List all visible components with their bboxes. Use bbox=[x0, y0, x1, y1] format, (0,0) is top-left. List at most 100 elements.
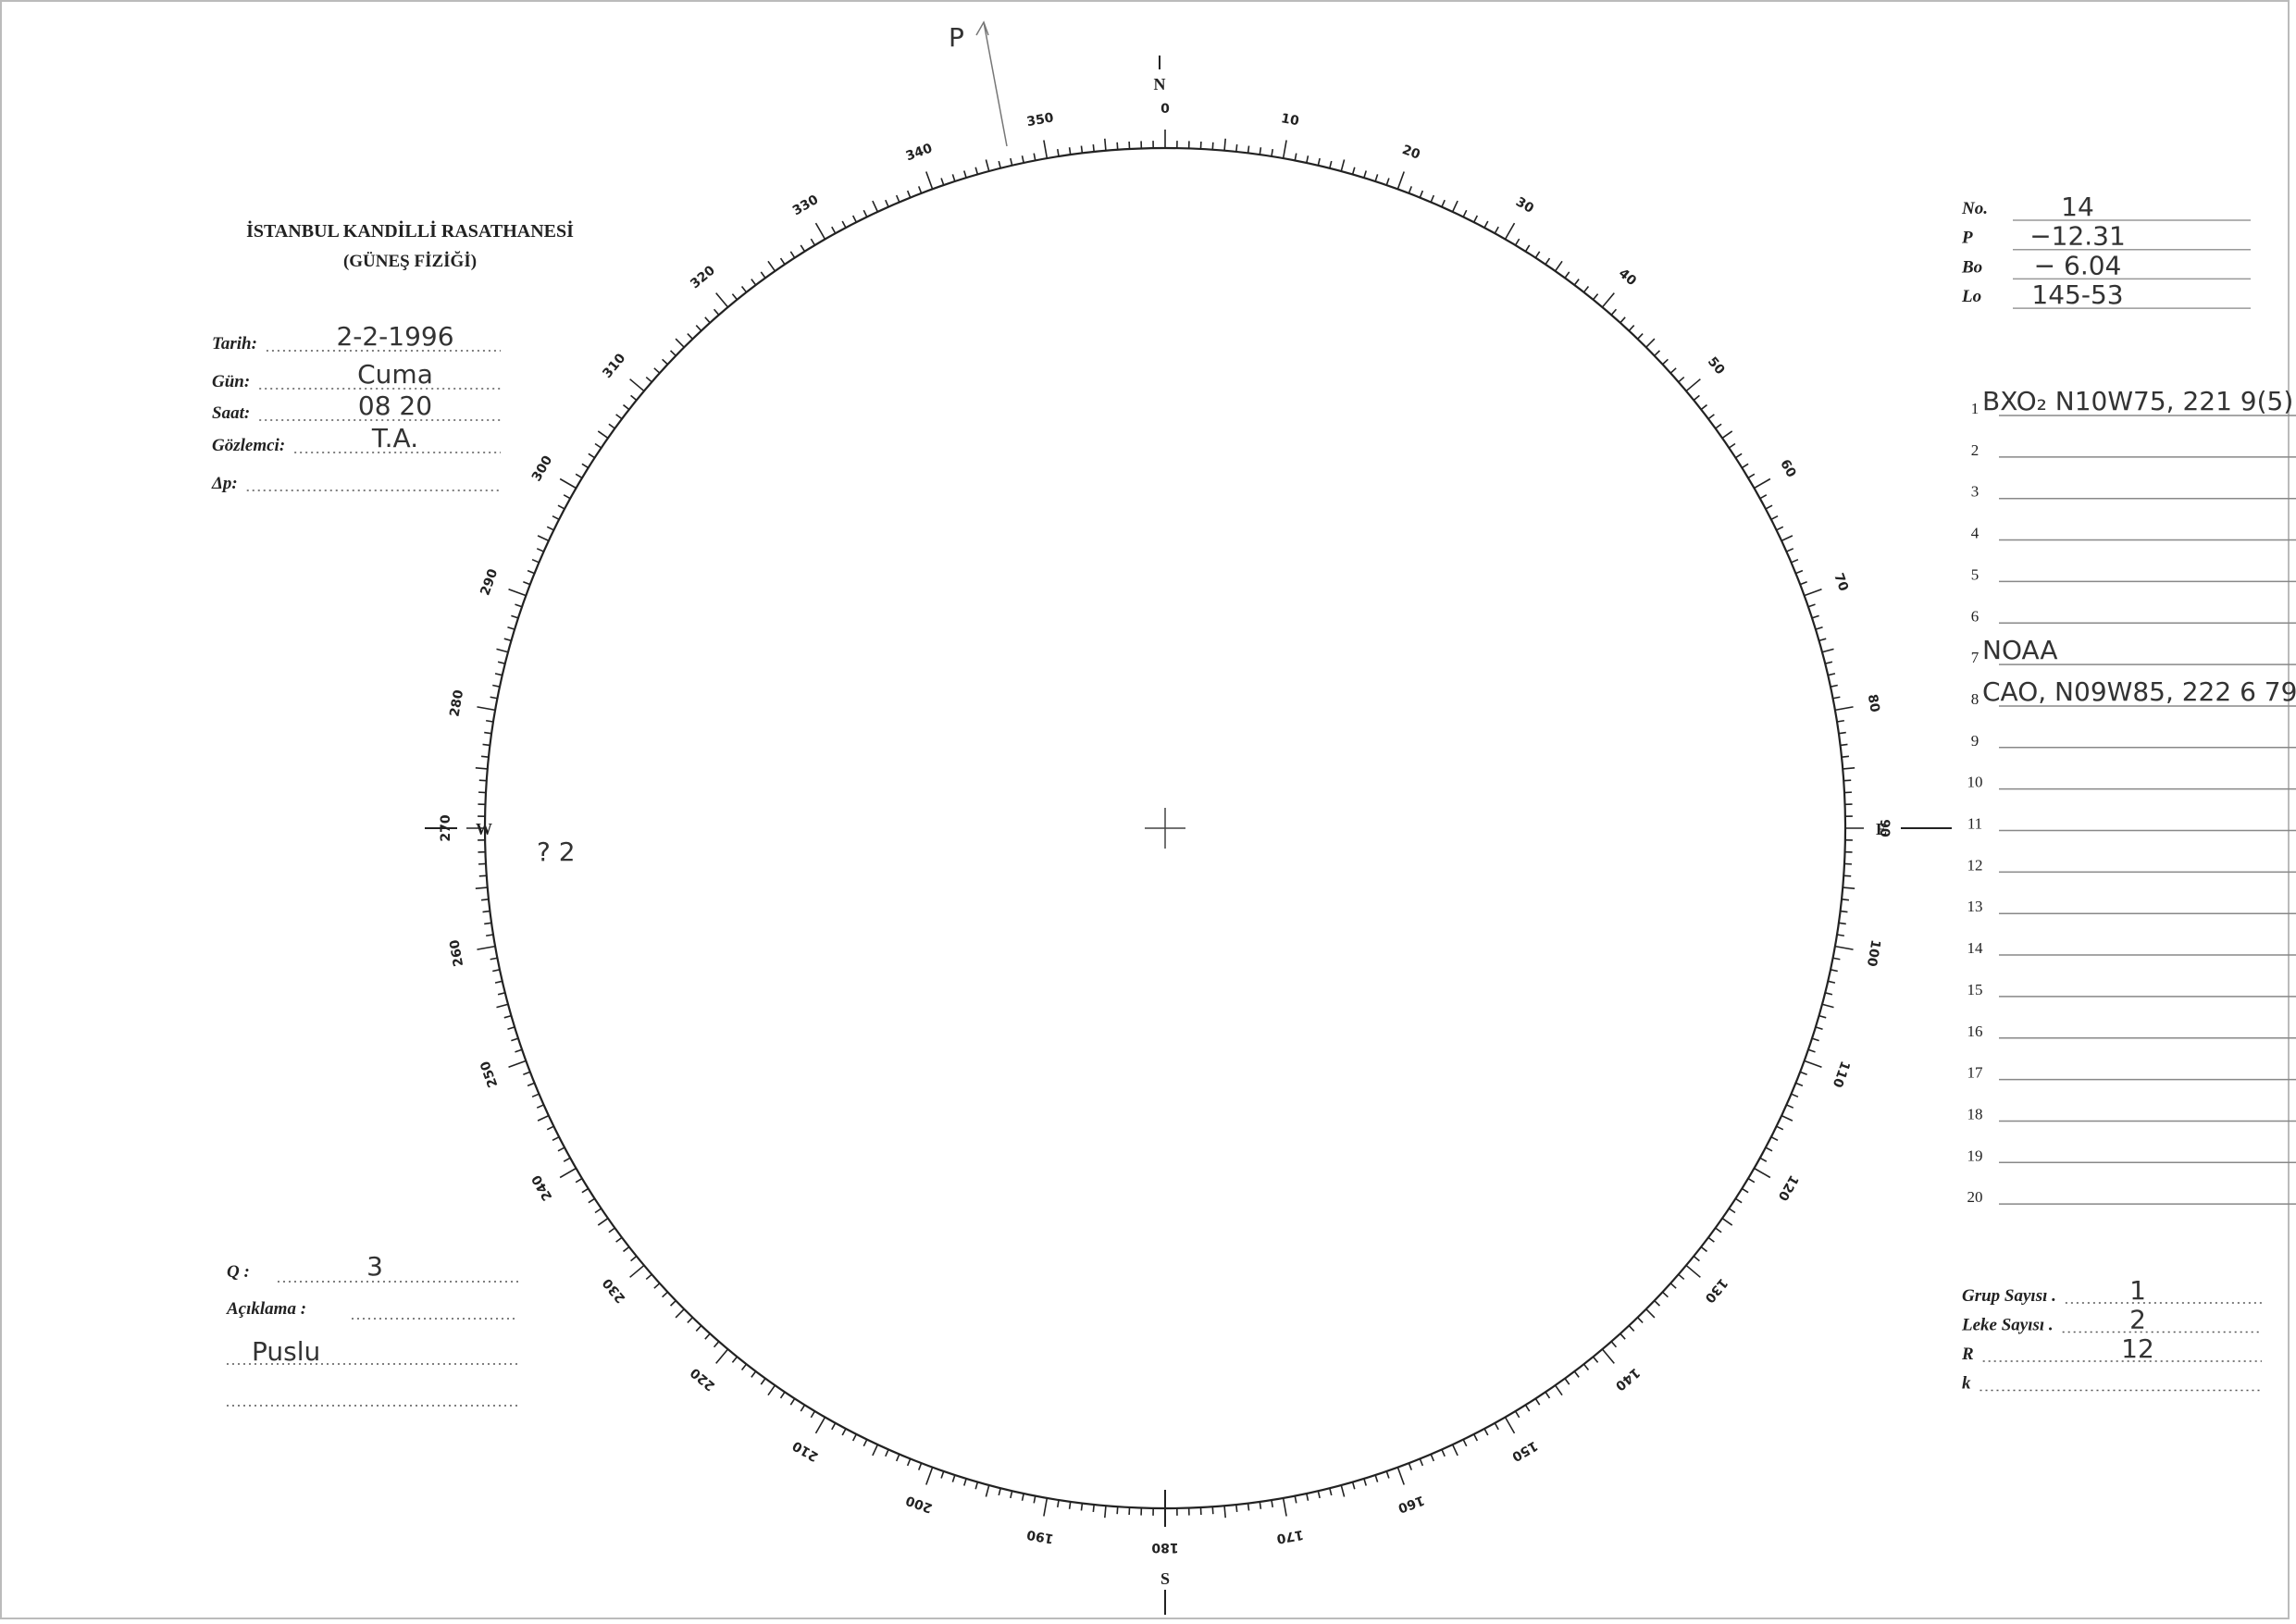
degree-tick bbox=[1545, 1391, 1551, 1399]
parameter-value: 145-53 bbox=[2031, 279, 2123, 310]
degree-tick bbox=[1329, 160, 1333, 169]
degree-tick bbox=[1483, 1428, 1489, 1436]
degree-tick bbox=[1472, 215, 1479, 223]
degree-tick bbox=[872, 200, 879, 213]
degree-tick bbox=[1776, 1125, 1784, 1131]
degree-tick bbox=[814, 222, 826, 240]
degree-label: 220 bbox=[688, 1365, 718, 1394]
group-number: 20 bbox=[1967, 1188, 1983, 1206]
degree-tick bbox=[1080, 1503, 1084, 1511]
degree-tick bbox=[863, 209, 868, 217]
degree-tick bbox=[695, 1324, 702, 1332]
degree-tick bbox=[1472, 1433, 1479, 1442]
degree-tick bbox=[731, 1356, 738, 1363]
degree-tick bbox=[1056, 149, 1060, 157]
degree-tick bbox=[1441, 1449, 1446, 1457]
degree-label: 350 bbox=[1025, 110, 1055, 130]
degree-tick bbox=[536, 548, 544, 552]
degree-tick bbox=[1620, 1333, 1626, 1340]
degree-tick bbox=[1363, 1478, 1367, 1486]
group-number: 14 bbox=[1967, 939, 1984, 957]
degree-tick bbox=[1419, 190, 1424, 198]
degree-tick bbox=[1661, 1291, 1669, 1298]
degree-tick bbox=[851, 1433, 858, 1442]
degree-tick bbox=[478, 874, 487, 877]
group-number: 8 bbox=[1971, 690, 1980, 708]
degree-tick bbox=[557, 1147, 565, 1152]
degree-tick bbox=[1841, 899, 1850, 901]
field-label: Saat: bbox=[212, 403, 250, 423]
degree-label: 280 bbox=[447, 688, 466, 718]
degree-tick bbox=[563, 1157, 571, 1162]
group-number: 12 bbox=[1967, 856, 1983, 874]
group-number: 15 bbox=[1967, 981, 1983, 998]
degree-tick bbox=[588, 1197, 596, 1204]
degree-tick bbox=[581, 1187, 590, 1194]
degree-tick bbox=[480, 899, 490, 901]
degree-tick bbox=[1830, 969, 1838, 973]
degree-tick bbox=[1068, 147, 1072, 155]
degree-tick bbox=[1824, 661, 1833, 664]
degree-tick bbox=[800, 244, 806, 253]
degree-tick bbox=[559, 477, 577, 490]
degree-label: 250 bbox=[478, 1059, 501, 1089]
degree-tick bbox=[1628, 1324, 1635, 1332]
degree-tick bbox=[630, 394, 638, 402]
degree-tick bbox=[1830, 684, 1838, 688]
degree-tick bbox=[713, 1341, 720, 1348]
degree-tick bbox=[1834, 706, 1854, 712]
degree-tick bbox=[1116, 1506, 1119, 1515]
degree-label: 100 bbox=[1864, 938, 1883, 968]
degree-label: 230 bbox=[600, 1275, 628, 1306]
pole-arrow bbox=[983, 21, 1008, 147]
degree-tick bbox=[1116, 142, 1119, 150]
degree-tick bbox=[1636, 1317, 1644, 1324]
degree-tick bbox=[1759, 494, 1768, 500]
degree-tick bbox=[740, 286, 748, 293]
degree-tick bbox=[1795, 1082, 1804, 1087]
degree-tick bbox=[1654, 350, 1661, 357]
degree-tick bbox=[760, 1378, 766, 1385]
degree-tick bbox=[1734, 452, 1743, 459]
degree-tick bbox=[1582, 286, 1590, 293]
degree-tick bbox=[731, 293, 738, 301]
field-value: 2-2-1996 bbox=[336, 321, 453, 352]
degree-tick bbox=[546, 1125, 554, 1131]
degree-tick bbox=[1791, 558, 1799, 564]
degree-tick bbox=[789, 1397, 796, 1406]
degree-tick bbox=[1483, 220, 1489, 229]
parameter-label: P bbox=[1961, 229, 1973, 248]
degree-tick bbox=[851, 215, 858, 223]
degree-tick bbox=[925, 1467, 934, 1485]
degree-tick bbox=[1340, 1484, 1346, 1497]
degree-tick bbox=[1545, 257, 1551, 266]
degree-tick bbox=[1104, 1506, 1107, 1519]
degree-tick bbox=[1211, 142, 1214, 150]
degree-label: 20 bbox=[1400, 143, 1422, 163]
degree-tick bbox=[831, 226, 837, 234]
degree-tick bbox=[1759, 1157, 1768, 1162]
degree-label: 140 bbox=[1612, 1365, 1643, 1394]
degree-tick bbox=[1654, 1299, 1661, 1307]
degree-tick bbox=[1841, 755, 1850, 758]
degree-tick bbox=[508, 589, 527, 597]
degree-tick bbox=[1514, 238, 1520, 246]
degree-tick bbox=[507, 626, 515, 630]
degree-tick bbox=[1832, 696, 1841, 700]
degree-tick bbox=[1235, 143, 1238, 153]
degree-tick bbox=[1807, 1048, 1816, 1053]
degree-tick bbox=[1811, 614, 1819, 619]
field-value: Cuma bbox=[357, 359, 433, 390]
group-number: 19 bbox=[1967, 1147, 1983, 1164]
degree-tick bbox=[482, 743, 490, 747]
degree-tick bbox=[1564, 1378, 1570, 1385]
degree-tick bbox=[789, 251, 796, 259]
degree-tick bbox=[1010, 1490, 1013, 1499]
degree-label: 330 bbox=[790, 192, 822, 219]
degree-label: 300 bbox=[529, 453, 556, 485]
degree-tick bbox=[484, 922, 492, 925]
degree-tick bbox=[497, 661, 506, 664]
group-number: 2 bbox=[1971, 441, 1980, 459]
degree-tick bbox=[1754, 1167, 1771, 1179]
